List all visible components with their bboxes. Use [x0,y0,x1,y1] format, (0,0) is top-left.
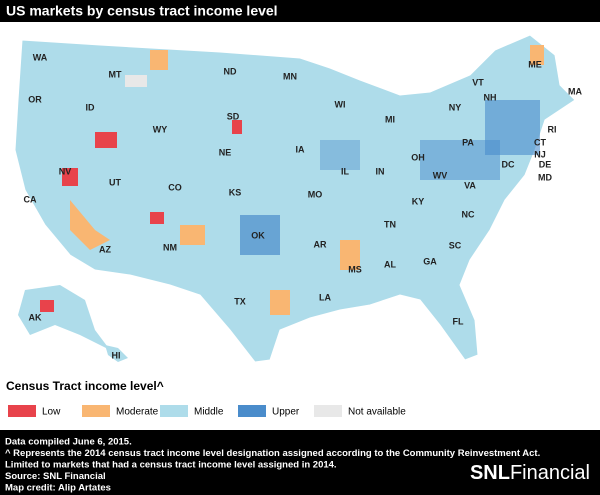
state-label: KS [229,187,242,197]
state-label: HI [112,350,121,360]
legend-label: Low [42,407,61,418]
state-label: ME [528,59,542,69]
state-label: AK [29,312,42,322]
logo: SNLFinancial [470,462,590,484]
state-label: FL [453,316,464,326]
tract-patches [40,45,544,315]
state-label: NH [484,92,497,102]
state-labels: WA MT ND MN ME VT NH MA NY RI CT NJ DE M… [24,52,583,360]
state-label: VA [464,180,476,190]
state-label: TX [234,296,246,306]
footer-note: Data compiled June 6, 2015. [5,437,132,448]
state-label: KY [412,196,425,206]
state-label: SD [227,111,240,121]
low-patch [62,168,78,186]
state-label: AL [384,259,396,269]
state-label: RI [548,124,557,134]
state-label: VT [472,77,484,87]
logo-name: Financial [510,462,590,484]
state-label: NJ [534,149,546,159]
low-patch [232,120,242,134]
state-label: MA [568,86,582,96]
footer-note: ^ Represents the 2014 census tract incom… [5,448,540,459]
state-label: WA [33,52,48,62]
state-label: GA [423,256,437,266]
legend-swatch [82,405,110,417]
logo-mark: SNL [470,462,510,484]
upper-patch [485,100,540,155]
state-label: DC [502,159,515,169]
moderate-patch [150,50,168,70]
footer-notes: Data compiled June 6, 2015.^ Represents … [5,437,540,494]
title-bar [0,0,600,22]
state-label: WV [433,170,448,180]
contiguous-us [14,34,576,363]
footer-bar [0,430,600,495]
low-patch [40,300,54,312]
state-label: CT [534,137,546,147]
state-label: TN [384,219,396,229]
us-map: WA MT ND MN ME VT NH MA NY RI CT NJ DE M… [14,34,583,363]
title: US markets by census tract income level [6,3,278,19]
legend-swatch [314,405,342,417]
state-label: AR [314,239,327,249]
state-label: ND [224,66,237,76]
low-patch [95,132,117,148]
legend-swatch [8,405,36,417]
upper-patch [320,140,360,170]
state-label: LA [319,292,331,302]
state-label: IL [341,166,350,176]
legend-label: Moderate [116,407,159,418]
upper-patch [240,215,280,255]
state-label: NE [219,147,232,157]
state-label: MD [538,172,552,182]
state-label: IN [376,166,385,176]
state-label: UT [109,177,121,187]
state-label: OH [411,152,425,162]
state-label: MN [283,71,297,81]
low-patch [150,212,164,224]
footer-note: Limited to markets that had a census tra… [5,460,337,471]
state-label: NM [163,242,177,252]
moderate-patch [180,225,205,245]
state-label: OK [251,230,265,240]
state-label: MT [109,69,122,79]
state-label: IA [296,144,306,154]
legend-title: Census Tract income level^ [6,379,164,393]
footer-note: Source: SNL Financial [5,471,106,482]
legend-swatch [160,405,188,417]
moderate-patch [270,290,290,315]
state-label: OR [28,94,42,104]
state-label: MO [308,189,323,199]
legend-label: Upper [272,407,300,418]
state-label: CO [168,182,182,192]
legend-label: Middle [194,407,224,418]
state-label: WY [153,124,168,134]
state-label: NY [449,102,462,112]
state-label: MS [348,264,362,274]
moderate-patch [340,240,360,270]
state-label: WI [335,99,346,109]
hawaii [105,345,128,362]
state-label: NC [462,209,475,219]
legend-swatch [238,405,266,417]
moderate-patch [70,200,110,250]
state-label: SC [449,240,462,250]
state-label: CA [24,194,37,204]
moderate-patch [530,45,544,65]
state-label: NV [59,166,72,176]
state-label: PA [462,137,474,147]
state-label: DE [539,159,552,169]
legend: Low Moderate Middle Upper Not available [8,405,406,418]
footer-note: Map credit: Alip Artates [5,483,111,494]
legend-label: Not available [348,407,406,418]
state-label: AZ [99,244,111,254]
state-label: MI [385,114,395,124]
not-available-patch [125,75,147,87]
state-label: ID [86,102,96,112]
